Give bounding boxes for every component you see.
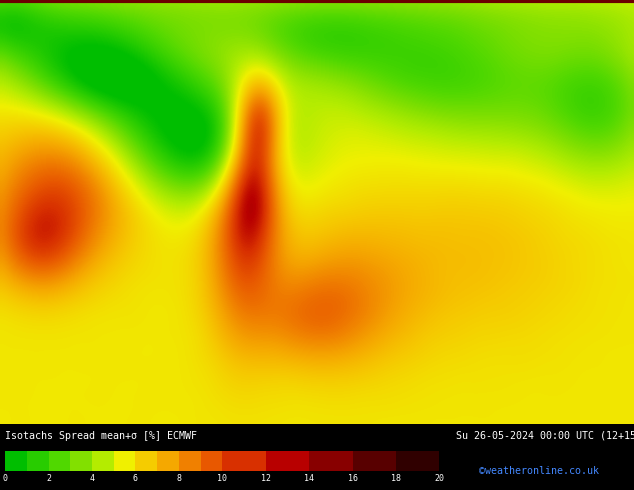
Text: 4: 4: [89, 474, 94, 483]
Bar: [136, 451, 157, 471]
Bar: [266, 451, 309, 471]
Text: 8: 8: [176, 474, 181, 483]
Text: 10: 10: [217, 474, 227, 483]
Bar: [396, 451, 439, 471]
Text: 6: 6: [133, 474, 138, 483]
Bar: [223, 451, 266, 471]
Bar: [157, 451, 179, 471]
Bar: [200, 451, 222, 471]
Bar: [5, 451, 27, 471]
Text: 12: 12: [261, 474, 271, 483]
Bar: [92, 451, 113, 471]
Text: 16: 16: [347, 474, 358, 483]
Bar: [309, 451, 353, 471]
Bar: [70, 451, 92, 471]
Bar: [353, 451, 396, 471]
Text: ©weatheronline.co.uk: ©weatheronline.co.uk: [479, 466, 599, 476]
Bar: [48, 451, 70, 471]
Text: 20: 20: [434, 474, 444, 483]
Text: Su 26-05-2024 00:00 UTC (12+156): Su 26-05-2024 00:00 UTC (12+156): [456, 431, 634, 441]
Text: 18: 18: [391, 474, 401, 483]
Bar: [27, 451, 48, 471]
Bar: [179, 451, 200, 471]
Text: 2: 2: [46, 474, 51, 483]
Bar: [113, 451, 136, 471]
Text: 14: 14: [304, 474, 314, 483]
Text: Isotachs Spread mean+σ [%] ECMWF: Isotachs Spread mean+σ [%] ECMWF: [5, 431, 197, 441]
Text: 0: 0: [3, 474, 8, 483]
